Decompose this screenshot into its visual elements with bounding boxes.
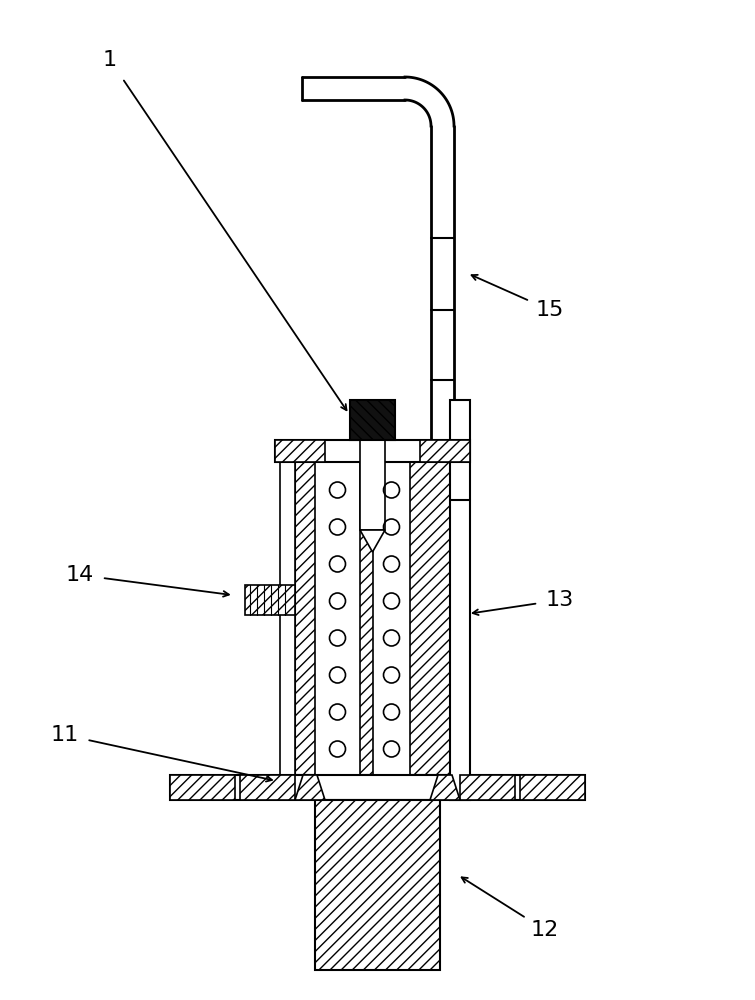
Text: 13: 13 bbox=[546, 590, 574, 610]
Polygon shape bbox=[430, 775, 460, 800]
Bar bbox=[275, 440, 470, 462]
Bar bbox=[520, 775, 585, 800]
Bar bbox=[360, 440, 385, 530]
Text: 11: 11 bbox=[51, 725, 79, 745]
Bar bbox=[450, 400, 470, 800]
Bar bbox=[315, 800, 440, 970]
Bar bbox=[280, 460, 295, 780]
Bar bbox=[315, 460, 360, 775]
Text: 1: 1 bbox=[103, 50, 117, 70]
Bar bbox=[373, 460, 410, 775]
Polygon shape bbox=[360, 530, 385, 552]
Bar bbox=[295, 460, 460, 775]
Bar bbox=[455, 460, 470, 780]
Bar bbox=[170, 775, 585, 800]
Bar bbox=[170, 775, 235, 800]
Bar bbox=[460, 775, 515, 800]
Text: 15: 15 bbox=[536, 300, 564, 320]
Polygon shape bbox=[295, 775, 325, 800]
Text: 14: 14 bbox=[66, 565, 94, 585]
Bar bbox=[275, 440, 325, 462]
Bar bbox=[420, 440, 470, 462]
Bar bbox=[245, 585, 295, 615]
Bar bbox=[350, 400, 395, 440]
Text: 12: 12 bbox=[531, 920, 559, 940]
Bar bbox=[240, 775, 295, 800]
